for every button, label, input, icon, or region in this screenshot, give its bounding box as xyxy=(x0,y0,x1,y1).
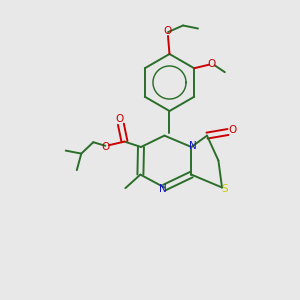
Text: O: O xyxy=(102,142,110,152)
Text: N: N xyxy=(189,141,196,151)
Text: O: O xyxy=(115,114,124,124)
Text: O: O xyxy=(228,125,236,136)
Text: N: N xyxy=(159,184,167,194)
Text: O: O xyxy=(208,59,216,69)
Text: S: S xyxy=(222,184,228,194)
Text: O: O xyxy=(164,26,172,37)
